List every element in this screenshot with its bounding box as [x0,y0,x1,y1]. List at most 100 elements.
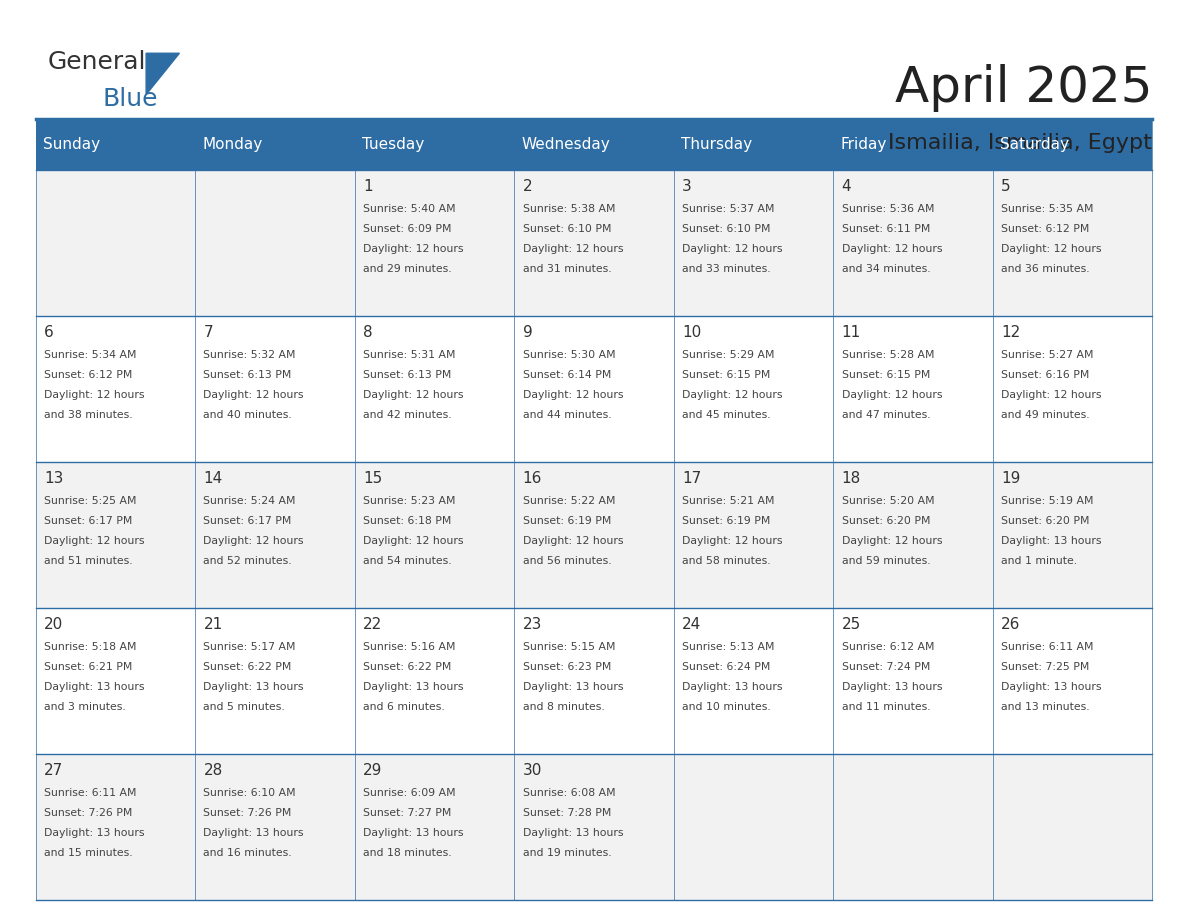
Text: Sunrise: 5:30 AM: Sunrise: 5:30 AM [523,350,615,360]
Text: 28: 28 [203,763,222,778]
Text: and 16 minutes.: and 16 minutes. [203,848,292,858]
Text: and 51 minutes.: and 51 minutes. [44,556,133,566]
Bar [833,754,993,900]
Text: and 58 minutes.: and 58 minutes. [682,556,771,566]
Polygon shape [146,53,179,95]
Text: 8: 8 [364,325,373,340]
Bar [993,119,1152,170]
Text: 13: 13 [44,471,63,486]
Text: Sunset: 7:26 PM: Sunset: 7:26 PM [203,808,292,818]
Text: 27: 27 [44,763,63,778]
Bar [36,608,195,754]
Text: Sunrise: 5:23 AM: Sunrise: 5:23 AM [364,496,455,506]
Text: Sunrise: 5:31 AM: Sunrise: 5:31 AM [364,350,455,360]
Text: and 13 minutes.: and 13 minutes. [1001,702,1089,712]
Text: and 11 minutes.: and 11 minutes. [841,702,930,712]
Bar [833,170,993,316]
Text: 19: 19 [1001,471,1020,486]
Bar [355,754,514,900]
Text: Sunrise: 5:15 AM: Sunrise: 5:15 AM [523,642,615,652]
Text: 23: 23 [523,617,542,632]
Text: and 8 minutes.: and 8 minutes. [523,702,605,712]
Text: Sunrise: 5:21 AM: Sunrise: 5:21 AM [682,496,775,506]
Text: Sunset: 6:17 PM: Sunset: 6:17 PM [203,516,292,526]
Bar [36,462,195,608]
Bar [195,462,355,608]
Bar [674,608,833,754]
Text: Sunset: 6:12 PM: Sunset: 6:12 PM [44,370,132,380]
Text: Sunset: 6:22 PM: Sunset: 6:22 PM [364,662,451,672]
Text: Sunrise: 5:19 AM: Sunrise: 5:19 AM [1001,496,1094,506]
Text: Sunday: Sunday [43,137,100,152]
Text: Daylight: 12 hours: Daylight: 12 hours [44,390,145,400]
Text: and 45 minutes.: and 45 minutes. [682,410,771,420]
Bar [833,316,993,462]
Text: Daylight: 12 hours: Daylight: 12 hours [364,390,463,400]
Text: and 49 minutes.: and 49 minutes. [1001,410,1089,420]
Text: and 38 minutes.: and 38 minutes. [44,410,133,420]
Text: and 19 minutes.: and 19 minutes. [523,848,611,858]
Text: 29: 29 [364,763,383,778]
Text: Daylight: 12 hours: Daylight: 12 hours [523,390,623,400]
Text: Daylight: 12 hours: Daylight: 12 hours [364,536,463,546]
Bar [674,119,833,170]
Text: Daylight: 13 hours: Daylight: 13 hours [44,828,145,838]
Bar [833,608,993,754]
Text: and 59 minutes.: and 59 minutes. [841,556,930,566]
Text: Sunset: 6:15 PM: Sunset: 6:15 PM [682,370,771,380]
Bar [514,754,674,900]
Text: Sunset: 6:15 PM: Sunset: 6:15 PM [841,370,930,380]
Text: Sunset: 6:12 PM: Sunset: 6:12 PM [1001,224,1089,234]
Text: Sunrise: 5:27 AM: Sunrise: 5:27 AM [1001,350,1094,360]
Text: 9: 9 [523,325,532,340]
Text: 17: 17 [682,471,701,486]
Text: Sunset: 7:26 PM: Sunset: 7:26 PM [44,808,132,818]
Text: Daylight: 12 hours: Daylight: 12 hours [523,536,623,546]
Bar [514,119,674,170]
Bar [36,316,195,462]
Text: Sunset: 6:19 PM: Sunset: 6:19 PM [682,516,771,526]
Text: Monday: Monday [202,137,263,152]
Text: Sunset: 6:14 PM: Sunset: 6:14 PM [523,370,611,380]
Bar [36,119,195,170]
Text: Sunset: 6:11 PM: Sunset: 6:11 PM [841,224,930,234]
Bar [514,170,674,316]
Bar [993,462,1152,608]
Text: Daylight: 12 hours: Daylight: 12 hours [203,536,304,546]
Bar [674,754,833,900]
Text: 10: 10 [682,325,701,340]
Text: Sunrise: 5:28 AM: Sunrise: 5:28 AM [841,350,934,360]
Text: Sunrise: 5:36 AM: Sunrise: 5:36 AM [841,204,934,214]
Bar [993,316,1152,462]
Text: Daylight: 12 hours: Daylight: 12 hours [364,244,463,254]
Text: Daylight: 12 hours: Daylight: 12 hours [841,390,942,400]
Text: Wednesday: Wednesday [522,137,611,152]
Text: 11: 11 [841,325,861,340]
Text: Daylight: 13 hours: Daylight: 13 hours [1001,536,1101,546]
Bar [993,754,1152,900]
Bar [355,170,514,316]
Text: 12: 12 [1001,325,1020,340]
Text: and 54 minutes.: and 54 minutes. [364,556,451,566]
Text: Sunset: 6:17 PM: Sunset: 6:17 PM [44,516,132,526]
Text: Sunset: 7:27 PM: Sunset: 7:27 PM [364,808,451,818]
Text: Sunrise: 5:32 AM: Sunrise: 5:32 AM [203,350,296,360]
Text: 22: 22 [364,617,383,632]
Bar [674,170,833,316]
Text: Sunrise: 5:13 AM: Sunrise: 5:13 AM [682,642,775,652]
Text: Thursday: Thursday [681,137,752,152]
Text: Sunrise: 5:24 AM: Sunrise: 5:24 AM [203,496,296,506]
Text: and 34 minutes.: and 34 minutes. [841,264,930,274]
Text: and 15 minutes.: and 15 minutes. [44,848,133,858]
Text: Sunset: 6:20 PM: Sunset: 6:20 PM [841,516,930,526]
Text: and 31 minutes.: and 31 minutes. [523,264,611,274]
Text: 16: 16 [523,471,542,486]
Text: Sunset: 6:10 PM: Sunset: 6:10 PM [682,224,771,234]
Text: Sunrise: 5:40 AM: Sunrise: 5:40 AM [364,204,456,214]
Text: Sunset: 6:13 PM: Sunset: 6:13 PM [364,370,451,380]
Text: General: General [48,50,146,74]
Text: 1: 1 [364,179,373,194]
Text: Sunrise: 5:37 AM: Sunrise: 5:37 AM [682,204,775,214]
Text: Sunset: 7:24 PM: Sunset: 7:24 PM [841,662,930,672]
Bar [195,170,355,316]
